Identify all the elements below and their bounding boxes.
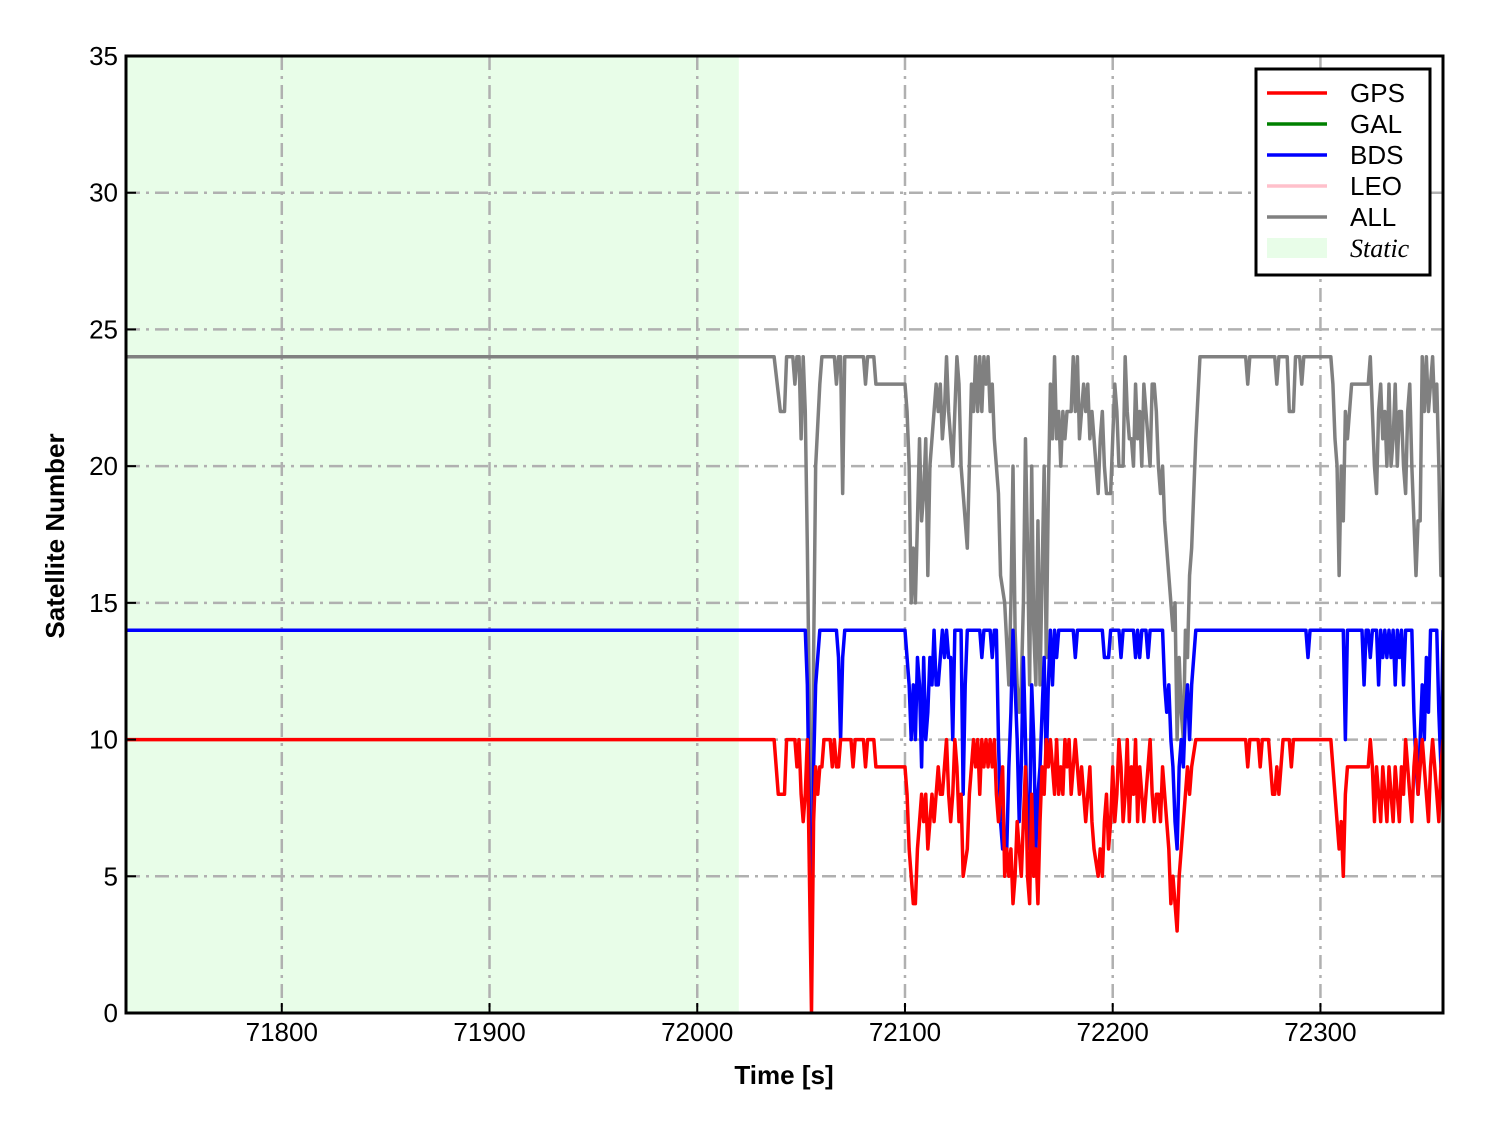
legend-label-static: Static [1350,234,1410,263]
plot-frame [124,54,1445,1015]
legend-label-all: ALL [1350,202,1396,232]
y-tick-label: 5 [104,861,118,891]
y-axis-title: Satellite Number [40,433,70,638]
static-shaded-region [126,56,739,1013]
y-tick-label: 0 [104,998,118,1028]
x-tick-label: 71900 [453,1017,525,1047]
y-tick-label: 35 [89,41,118,71]
series-line-gps [126,737,1443,1013]
y-tick-label: 15 [89,588,118,618]
legend-label-bds: BDS [1350,140,1403,170]
series-line-all [126,355,1443,988]
series-line-bds [126,628,1443,988]
series-lines [126,355,1443,1013]
legend-swatch-static [1267,238,1327,258]
grid-lines [126,56,1443,1013]
x-tick-label: 72200 [1077,1017,1149,1047]
x-tick-label: 71800 [246,1017,318,1047]
static-region-static [126,56,739,1013]
y-tick-label: 30 [89,178,118,208]
legend-label-leo: LEO [1350,171,1402,201]
y-tick-label: 10 [89,725,118,755]
y-tick-label: 25 [89,314,118,344]
legend-label-gal: GAL [1350,109,1402,139]
x-tick-label: 72100 [869,1017,941,1047]
y-tick-label: 20 [89,451,118,481]
axis-ticks: 71800 71900 72000 72100 72200 72300 0 5 10 15 20 25… [89,41,1357,1047]
legend-label-gps: GPS [1350,78,1405,108]
x-axis-title: Time [s] [734,1060,833,1090]
x-tick-label: 72300 [1284,1017,1356,1047]
x-tick-label: 72000 [661,1017,733,1047]
